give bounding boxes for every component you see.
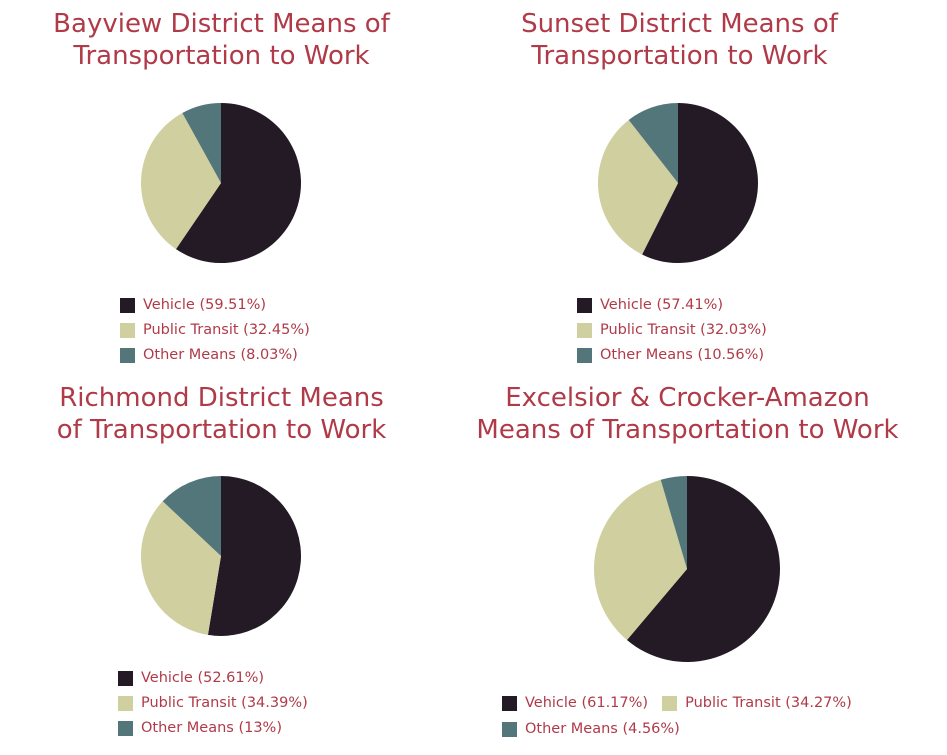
legend-label-transit: Public Transit (32.03%) — [600, 322, 767, 338]
slice-public-transit — [598, 119, 678, 255]
legend-item-vehicle: Vehicle (59.51%) — [120, 297, 266, 313]
chart-title-excelsior: Excelsior & Crocker-Amazon Means of Tran… — [440, 382, 935, 446]
legend-label-transit: Public Transit (34.27%) — [685, 695, 852, 711]
chart-title-richmond: Richmond District Means of Transportatio… — [0, 382, 443, 446]
legend-label-vehicle: Vehicle (59.51%) — [143, 297, 267, 313]
legend-swatch-transit — [577, 322, 592, 338]
chart-title-line-2: Means of Transportation to Work — [476, 415, 899, 445]
slice-vehicle — [175, 103, 302, 264]
legend-swatch-vehicle — [120, 297, 135, 313]
legend-swatch-vehicle — [118, 670, 133, 686]
chart-title-line-2: Transportation to Work — [73, 41, 370, 71]
legend-item-transit: Public Transit (34.27%) — [662, 695, 852, 711]
chart-title-line-2: Transportation to Work — [531, 41, 828, 71]
legend-swatch-other — [118, 720, 133, 736]
chart-title-line-1: Bayview District Means of — [53, 9, 390, 39]
slice-other-means — [162, 476, 221, 556]
legend-swatch-other — [120, 347, 135, 363]
legend-label-other: Other Means (10.56%) — [600, 347, 765, 363]
legend-item-other: Other Means (10.56%) — [577, 347, 764, 363]
slice-other-means — [660, 476, 687, 569]
chart-title-line-1: Excelsior & Crocker-Amazon — [505, 383, 870, 413]
legend-swatch-transit — [120, 322, 135, 338]
chart-title-line-1: Richmond District Means — [59, 383, 384, 413]
legend-item-vehicle: Vehicle (61.17%) — [502, 695, 648, 711]
slice-public-transit — [141, 112, 221, 250]
legend-swatch-other — [577, 347, 592, 363]
legend-item-transit: Public Transit (32.03%) — [577, 322, 767, 338]
legend-item-vehicle: Vehicle (52.61%) — [118, 670, 264, 686]
legend-label-transit: Public Transit (32.45%) — [143, 322, 310, 338]
chart-title-line-2: of Transportation to Work — [56, 415, 387, 445]
slice-public-transit — [140, 501, 221, 635]
chart-title-bayview: Bayview District Means of Transportation… — [0, 8, 443, 72]
legend-swatch-vehicle — [502, 695, 517, 711]
chart-title-line-1: Sunset District Means of — [521, 9, 838, 39]
legend-swatch-transit — [662, 695, 678, 711]
slice-other-means — [182, 103, 221, 183]
legend-swatch-other — [502, 721, 517, 737]
legend-label-vehicle: Vehicle (57.41%) — [600, 297, 724, 313]
legend-label-transit: Public Transit (34.39%) — [141, 695, 308, 711]
legend-label-vehicle: Vehicle (61.17%) — [525, 695, 649, 711]
slice-vehicle — [642, 103, 759, 264]
slice-vehicle — [207, 476, 301, 636]
legend-label-other: Other Means (4.56%) — [525, 721, 680, 737]
legend-item-other: Other Means (13%) — [118, 720, 282, 736]
slice-public-transit — [593, 479, 687, 641]
legend-swatch-transit — [118, 695, 133, 711]
chart-title-sunset: Sunset District Means of Transportation … — [456, 8, 903, 72]
legend-item-vehicle: Vehicle (57.41%) — [577, 297, 723, 313]
legend-item-transit: Public Transit (34.39%) — [118, 695, 308, 711]
slice-vehicle — [626, 476, 781, 662]
legend-item-other: Other Means (4.56%) — [502, 721, 680, 737]
legend-label-vehicle: Vehicle (52.61%) — [141, 670, 265, 686]
legend-label-other: Other Means (8.03%) — [143, 347, 298, 363]
legend-item-transit: Public Transit (32.45%) — [120, 322, 310, 338]
legend-row-1: Vehicle (61.17%) Public Transit (34.27%) — [502, 695, 866, 711]
legend-label-other: Other Means (13%) — [141, 720, 282, 736]
legend-swatch-vehicle — [577, 297, 592, 313]
slice-other-means — [628, 103, 678, 183]
legend-item-other: Other Means (8.03%) — [120, 347, 298, 363]
legend-row-2: Other Means (4.56%) — [502, 721, 694, 737]
